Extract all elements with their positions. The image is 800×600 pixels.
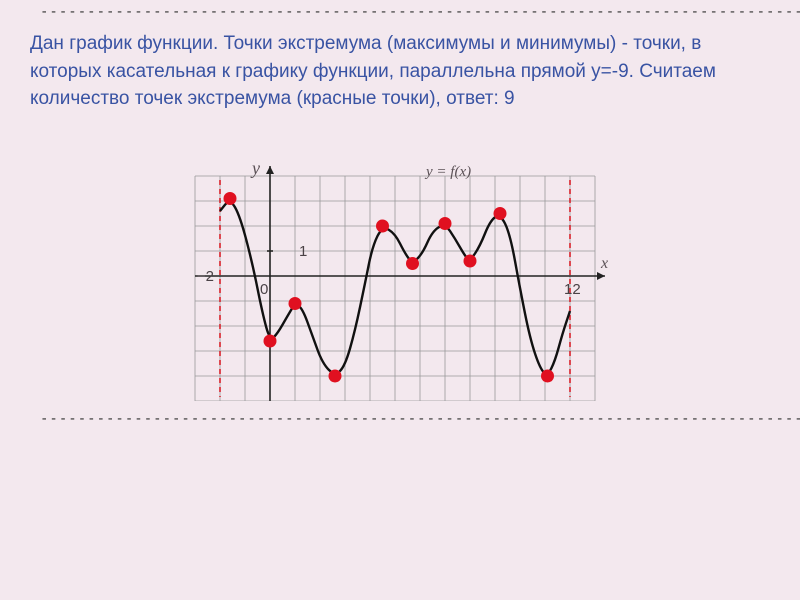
extremum-point [439, 217, 452, 230]
divider-top: ----------------------------------------… [0, 0, 800, 24]
extremum-point [329, 369, 342, 382]
explanation-text: Дан график функции. Точки экстремума (ма… [0, 24, 800, 119]
divider-bottom: ----------------------------------------… [0, 407, 800, 431]
x-axis-arrow [597, 272, 605, 280]
function-chart: y x y = f(x) −2 0 1 12 [150, 121, 650, 401]
y-axis-label: y [250, 158, 260, 178]
tick-one: 1 [299, 243, 307, 260]
fx-label: y = f(x) [424, 164, 471, 180]
x-axis-label: x [600, 255, 608, 272]
tick-neg2: −2 [197, 268, 214, 285]
extremum-point [224, 192, 237, 205]
y-axis-arrow [266, 166, 274, 174]
extremum-point [264, 334, 277, 347]
extremum-point [541, 369, 554, 382]
extremum-point [406, 257, 419, 270]
extremum-point [376, 219, 389, 232]
chart-container: y x y = f(x) −2 0 1 12 [0, 119, 800, 407]
tick-zero: 0 [260, 281, 268, 298]
extremum-point [464, 254, 477, 267]
extremum-point [494, 207, 507, 220]
tick-twelve: 12 [564, 281, 581, 298]
extremum-point [289, 297, 302, 310]
